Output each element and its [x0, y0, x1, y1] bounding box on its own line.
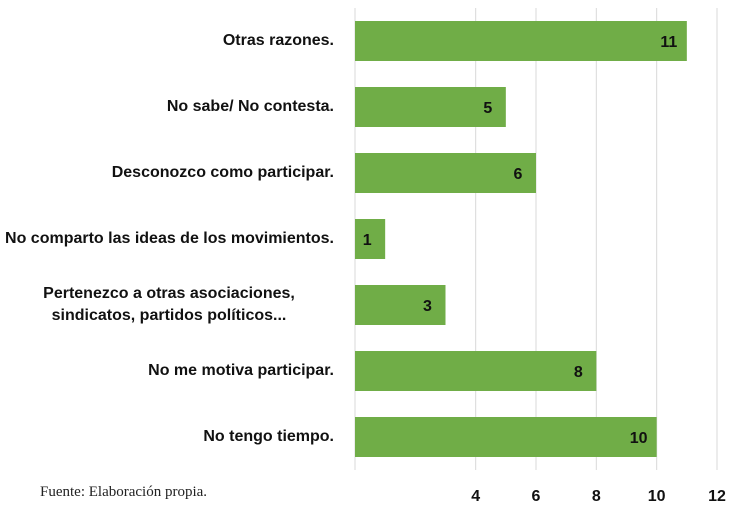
- bar: [355, 219, 386, 259]
- category-label-box: No sabe/ No contesta.: [0, 77, 334, 137]
- y-tick-label: Otras razones.: [222, 32, 334, 49]
- y-tick-label: No sabe/ No contesta.: [166, 98, 334, 115]
- bar: [355, 21, 687, 61]
- category-label-box: Desconozco como participar.: [0, 143, 334, 203]
- y-tick-label: No tengo tiempo.: [203, 428, 334, 445]
- category-label-box: No comparto las ideas de los movimientos…: [0, 209, 334, 269]
- category-label-box: Otras razones.: [0, 11, 334, 71]
- x-tick-label: 6: [532, 488, 541, 505]
- value-label: 5: [483, 100, 492, 117]
- category-label-box: No tengo tiempo.: [0, 407, 334, 467]
- value-label: 8: [574, 364, 583, 381]
- value-label: 1: [363, 232, 372, 249]
- category-label-box: Pertenezco a otras asociaciones, sindica…: [0, 275, 334, 335]
- bar: [355, 351, 597, 391]
- value-label: 11: [660, 34, 677, 51]
- source-note: Fuente: Elaboración propia.: [40, 484, 208, 500]
- x-tick-label: 10: [648, 488, 666, 505]
- x-tick-label: 8: [592, 488, 601, 505]
- bar: [355, 285, 446, 325]
- value-label: 6: [514, 166, 523, 183]
- y-tick-label: Desconozco como participar.: [111, 164, 334, 181]
- x-tick-label: 4: [471, 488, 480, 505]
- bar: [355, 417, 657, 457]
- bar: [355, 153, 536, 193]
- value-label: 10: [630, 430, 648, 447]
- y-tick-label: No me motiva participar.: [148, 362, 334, 379]
- bar: [355, 87, 506, 127]
- x-tick-label: 12: [708, 488, 726, 505]
- y-tick-label: No comparto las ideas de los movimientos…: [5, 230, 334, 247]
- value-label: 3: [423, 298, 432, 315]
- y-tick-label: Pertenezco a otras asociaciones, sindica…: [43, 285, 295, 324]
- category-label-box: No me motiva participar.: [0, 341, 334, 401]
